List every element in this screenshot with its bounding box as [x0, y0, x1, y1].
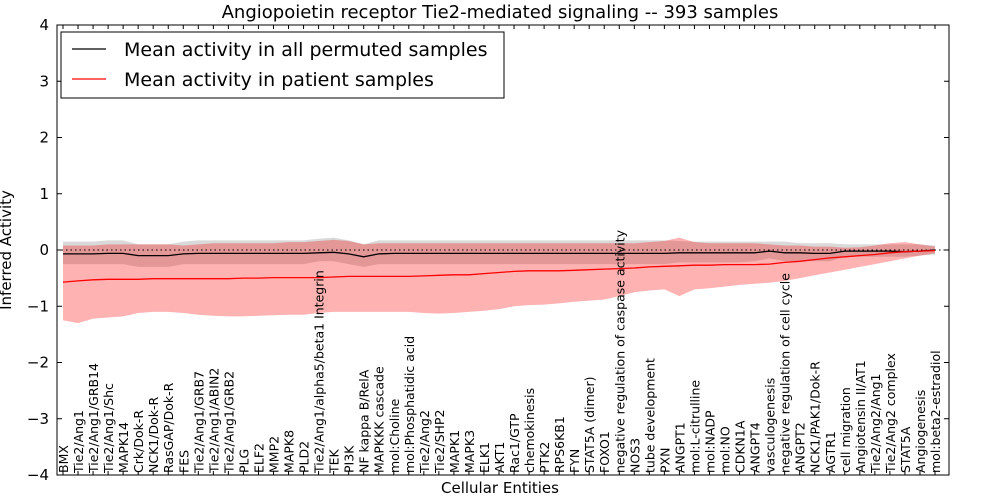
- x-tick-label: ANGPT4: [748, 422, 763, 473]
- x-tick-label: STAT5A (dimer): [582, 377, 597, 473]
- y-tick-label: 0: [39, 241, 49, 259]
- x-tick-label: Tie2/Ang2/Ang1: [868, 373, 883, 474]
- band-patient: [63, 237, 935, 324]
- x-tick-label: Tie2/Ang1/GRB2: [221, 371, 236, 474]
- x-tick-label: Tie2/Ang1/Shc: [101, 383, 116, 474]
- x-tick-label: Crk/Dok-R: [131, 410, 146, 473]
- x-tick-label: Tie2/Ang1/GRB14: [86, 363, 101, 474]
- x-tick-label: PTK2: [537, 442, 552, 473]
- x-tick-label: CDKN1A: [733, 420, 748, 473]
- x-tick-label: ELK1: [477, 442, 492, 473]
- x-tick-label: chemokinesis: [522, 388, 537, 473]
- x-tick-label: mol:L-citrulline: [687, 380, 702, 473]
- x-tick-label: Tie2/Ang1: [71, 410, 86, 474]
- x-tick-label: PLD2: [297, 441, 312, 473]
- x-tick-label: mol:NADP: [703, 410, 718, 473]
- x-tick-label: FYN: [567, 449, 582, 473]
- chart-title: Angiopoietin receptor Tie2-mediated sign…: [222, 2, 779, 23]
- x-tick-label: mol:NO: [718, 426, 733, 473]
- x-tick-label: FES: [176, 450, 191, 473]
- x-tick-label: Tie2/SHP2: [432, 410, 447, 474]
- x-tick-label: MAPKKK cascade: [372, 366, 387, 473]
- x-tick-label: Rac1/GTP: [507, 413, 522, 473]
- x-tick-label: AGTR1: [823, 431, 838, 473]
- x-tick-label: PLG: [236, 449, 251, 473]
- x-tick-label: NOS3: [627, 438, 642, 473]
- band-permuted: [63, 237, 935, 267]
- x-tick-label: Tie2/Ang2 complex: [883, 353, 898, 474]
- x-tick-label: Angiotensin II/AT1: [853, 360, 868, 473]
- plot-area: [57, 237, 949, 324]
- x-tick-label: AKT1: [492, 442, 507, 473]
- x-tick-label: ANGPT1: [672, 422, 687, 473]
- x-tick-label: Angiogenesis: [913, 390, 928, 473]
- x-axis-label: Cellular Entities: [441, 479, 559, 497]
- x-tick-label: ELF2: [251, 443, 266, 473]
- legend: Mean activity in all permuted samples Me…: [60, 31, 505, 99]
- x-tick-label: cell migration: [838, 387, 853, 473]
- x-tick-label: MAPK8: [282, 430, 297, 473]
- y-tick-label: −3: [27, 410, 49, 428]
- x-axis: BMX Tie2/Ang1 Tie2/Ang1/GRB14 Tie2/Ang1/Shc…: [56, 25, 943, 475]
- x-tick-label: PI3K: [342, 445, 357, 473]
- x-tick-label: MAPK3: [462, 430, 477, 473]
- y-axis-label: Inferred Activity: [0, 190, 15, 310]
- x-tick-label: MAPK14: [116, 422, 131, 473]
- x-tick-label: vasculogenesis: [763, 378, 778, 473]
- y-tick-label: −2: [27, 354, 49, 372]
- x-tick-label: NCK1/PAK1/Dok-R: [808, 361, 823, 473]
- x-tick-label: Tie2/Ang2: [417, 410, 432, 474]
- y-tick-label: −4: [27, 466, 49, 484]
- x-tick-label: Tie2/Ang1/ABIN2: [206, 368, 221, 474]
- series-line-permuted: [63, 249, 936, 258]
- x-tick-label: ANGPT2: [793, 422, 808, 473]
- x-tick-label: MAPK1: [447, 430, 462, 473]
- x-tick-label: negative regulation of cell cycle: [778, 273, 793, 473]
- x-tick-label: BMX: [56, 445, 71, 473]
- x-tick-label: RPS6KB1: [552, 416, 567, 473]
- x-tick-label: Tie2/Ang1/alpha5/beta1 Integrin: [312, 270, 327, 474]
- x-tick-label: STAT5A: [898, 426, 913, 473]
- x-tick-label: RasGAP/Dok-R: [161, 382, 176, 473]
- x-tick-label: mol:Phosphatidic acid: [402, 336, 417, 473]
- x-tick-label: tube development: [642, 358, 657, 473]
- x-tick-label: Tie2/Ang1/GRB7: [191, 371, 206, 474]
- x-tick-label: PXN: [657, 448, 672, 473]
- x-tick-label: mol:Choline: [387, 398, 402, 473]
- legend-label-permuted: Mean activity in all permuted samples: [124, 39, 487, 61]
- x-tick-label: negative regulation of caspase activity: [612, 229, 627, 473]
- x-tick-label: TEK: [327, 448, 342, 474]
- y-tick-label: 3: [39, 72, 49, 90]
- y-tick-label: 4: [39, 16, 49, 34]
- y-tick-label: −1: [27, 297, 49, 315]
- y-tick-label: 2: [39, 129, 49, 147]
- x-tick-label: mol:beta2-estradiol: [928, 350, 943, 473]
- y-tick-label: 1: [39, 185, 49, 203]
- legend-label-patient: Mean activity in patient samples: [124, 69, 434, 91]
- x-tick-label: FOXO1: [597, 431, 612, 473]
- x-tick-label: NCK1/Dok-R: [146, 397, 161, 473]
- series-line-patient: [62, 249, 936, 283]
- x-tick-label: NF kappa B/RelA: [357, 369, 372, 473]
- y-axis: −4 −3 −2 −1 0 1 2 3 4: [27, 16, 949, 484]
- legend-box: [60, 31, 505, 99]
- x-tick-label: MMP2: [267, 436, 282, 473]
